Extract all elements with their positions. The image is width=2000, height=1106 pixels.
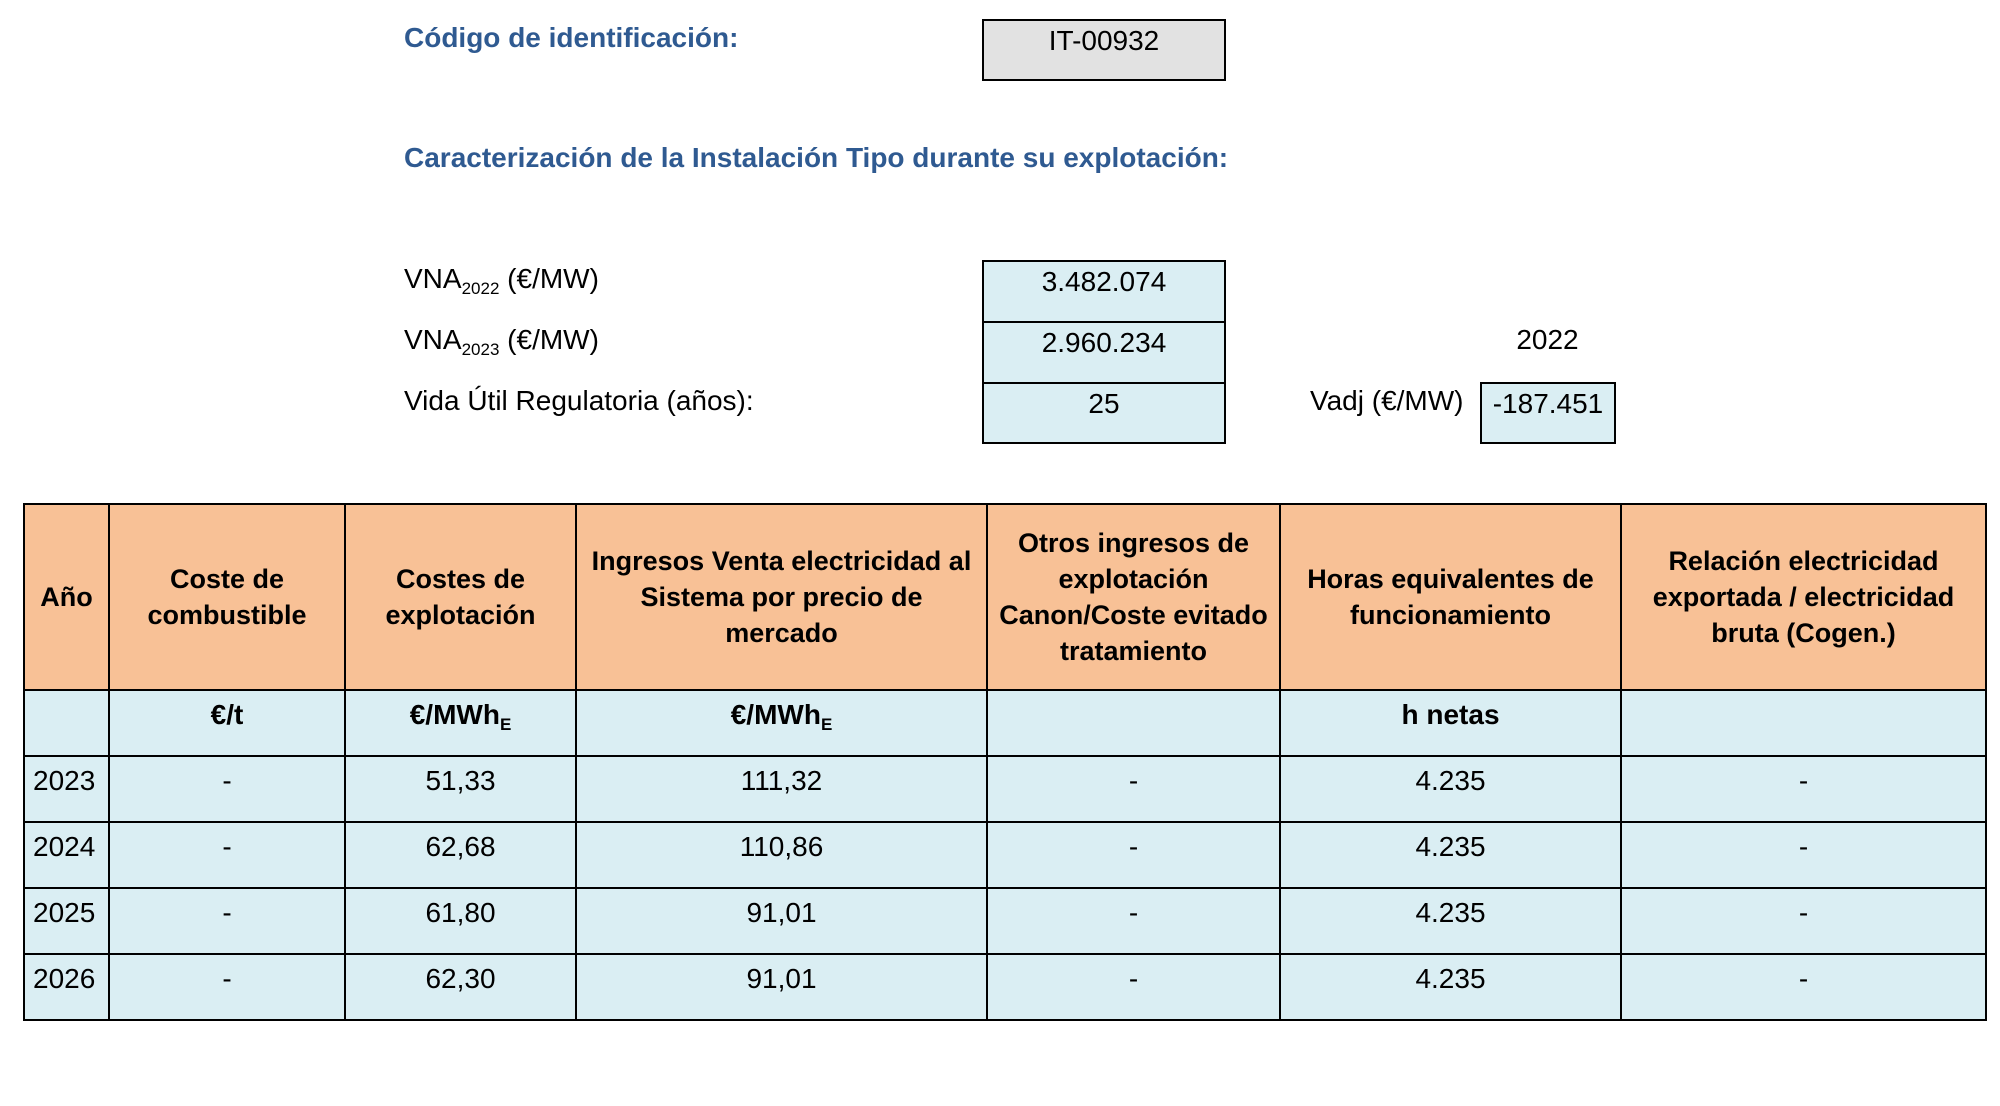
vna-2023-label-sub: 2023	[461, 340, 500, 359]
header-coste-combustible: Coste de combustible	[108, 503, 346, 691]
vadj-year: 2022	[1516, 324, 1579, 355]
table-cell: -	[986, 755, 1281, 823]
vna-2023-label-text: VNA	[404, 324, 462, 355]
table-row: 2025 - 61,80 91,01 - 4.235 -	[23, 887, 1987, 955]
header-costes-explotacion: Costes de explotación	[344, 503, 577, 691]
vida-util-value: 25	[982, 382, 1226, 444]
table-row: 2023 - 51,33 111,32 - 4.235 -	[23, 755, 1987, 823]
table-cell: 4.235	[1279, 887, 1622, 955]
unit-cell	[1620, 689, 1987, 757]
header-horas-equivalentes: Horas equivalentes de funcionamiento	[1279, 503, 1622, 691]
unit-text: €/MWh	[730, 699, 821, 730]
vna-2022-label-text: VNA	[404, 263, 462, 294]
identification-code-field: IT-00932	[982, 19, 1226, 81]
unit-sub: E	[820, 715, 833, 734]
vadj-value: -187.451	[1480, 382, 1616, 444]
table-cell: 61,80	[344, 887, 577, 955]
table-cell: 110,86	[575, 821, 988, 889]
vna-2023-value: 2.960.234	[982, 321, 1226, 384]
table-cell: 62,30	[344, 953, 577, 1021]
unit-cell: €/t	[108, 689, 346, 757]
year-cell: 2026	[23, 953, 110, 1021]
header-ingresos-venta: Ingresos Venta electricidad al Sistema p…	[575, 503, 988, 691]
table-cell: -	[1620, 755, 1987, 823]
vna-2023-label: VNA2023 (€/MW)	[404, 324, 599, 360]
table-cell: 91,01	[575, 953, 988, 1021]
table-cell: 4.235	[1279, 755, 1622, 823]
unit-sub: E	[499, 715, 512, 734]
characterization-heading: Caracterización de la Instalación Tipo d…	[404, 142, 1229, 173]
table-cell: -	[1620, 821, 1987, 889]
unit-text: h netas	[1401, 699, 1500, 730]
table-cell: -	[108, 953, 346, 1021]
table-cell: -	[986, 887, 1281, 955]
explotacion-table: Año Coste de combustible Costes de explo…	[23, 503, 1987, 1021]
table-cell: 91,01	[575, 887, 988, 955]
unit-text: €/t	[210, 699, 244, 730]
table-cell: -	[1620, 887, 1987, 955]
table-cell: 111,32	[575, 755, 988, 823]
table-cell: 4.235	[1279, 821, 1622, 889]
table-cell: -	[108, 821, 346, 889]
table-cell: -	[108, 755, 346, 823]
vna-2022-value: 3.482.074	[982, 260, 1226, 323]
units-row: €/t €/MWhE €/MWhE h netas	[23, 689, 1987, 757]
year-cell: 2025	[23, 887, 110, 955]
vna-2022-label: VNA2022 (€/MW)	[404, 263, 599, 299]
vna-2023-label-unit: (€/MW)	[499, 324, 599, 355]
year-cell: 2024	[23, 821, 110, 889]
table-cell: 51,33	[344, 755, 577, 823]
unit-cell: h netas	[1279, 689, 1622, 757]
table-row: 2026 - 62,30 91,01 - 4.235 -	[23, 953, 1987, 1021]
header-relacion-electricidad: Relación electricidad exportada / electr…	[1620, 503, 1987, 691]
table-header-row: Año Coste de combustible Costes de explo…	[23, 503, 1987, 691]
unit-cell	[986, 689, 1281, 757]
table-cell: 4.235	[1279, 953, 1622, 1021]
unit-cell: €/MWhE	[344, 689, 577, 757]
table-cell: 62,68	[344, 821, 577, 889]
identification-label: Código de identificación:	[404, 22, 739, 53]
header-ano: Año	[23, 503, 110, 691]
unit-cell: €/MWhE	[575, 689, 988, 757]
unit-text: €/MWh	[409, 699, 500, 730]
table-row: 2024 - 62,68 110,86 - 4.235 -	[23, 821, 1987, 889]
unit-cell	[23, 689, 110, 757]
vna-2022-label-sub: 2022	[461, 279, 500, 298]
table-cell: -	[1620, 953, 1987, 1021]
vadj-label: Vadj (€/MW)	[1310, 385, 1464, 416]
vna-2022-label-unit: (€/MW)	[499, 263, 599, 294]
vida-util-label: Vida Útil Regulatoria (años):	[404, 385, 754, 416]
table-cell: -	[986, 821, 1281, 889]
table-cell: -	[108, 887, 346, 955]
year-cell: 2023	[23, 755, 110, 823]
table-cell: -	[986, 953, 1281, 1021]
header-otros-ingresos: Otros ingresos de explotación Canon/Cost…	[986, 503, 1281, 691]
